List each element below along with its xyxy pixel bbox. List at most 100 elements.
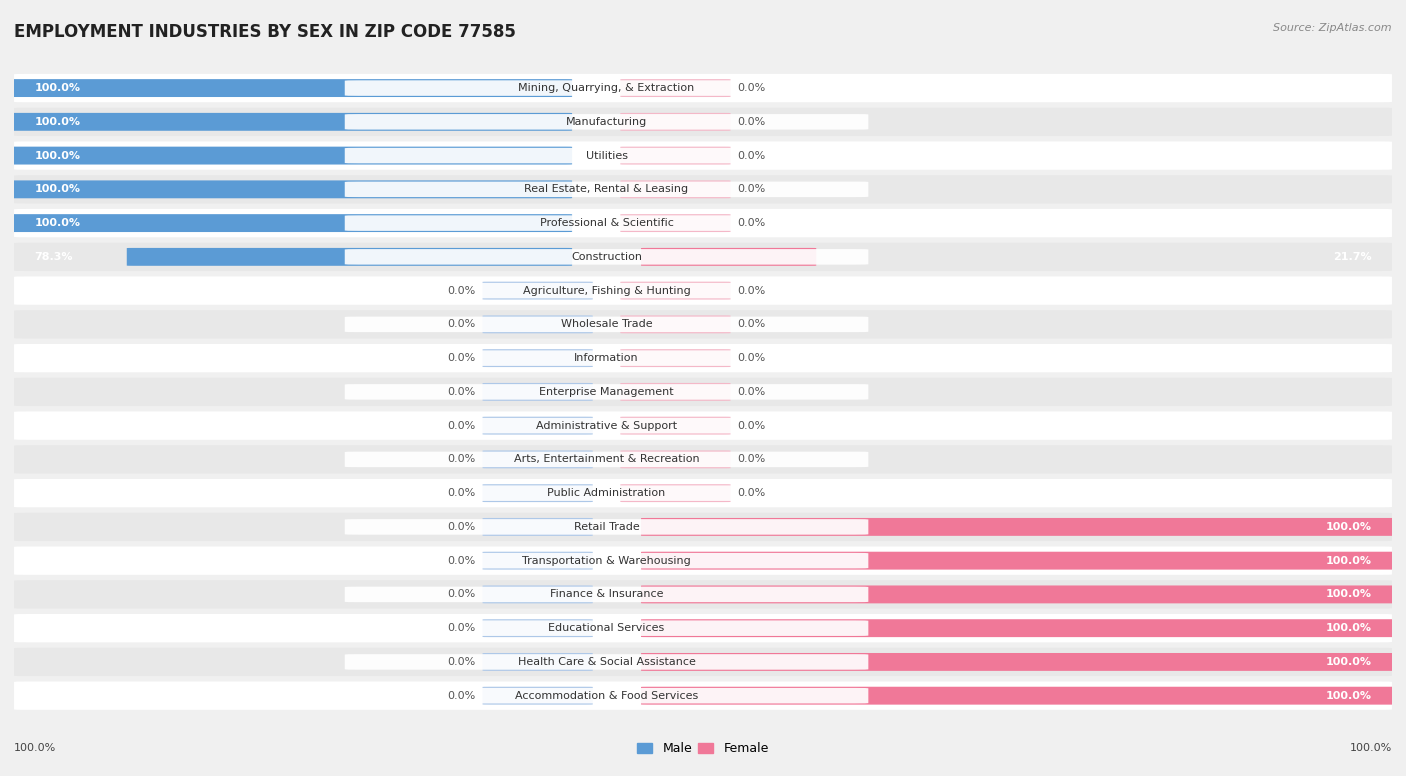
Text: Administrative & Support: Administrative & Support bbox=[536, 421, 678, 431]
Text: 0.0%: 0.0% bbox=[738, 353, 766, 363]
Text: Utilities: Utilities bbox=[585, 151, 627, 161]
FancyBboxPatch shape bbox=[482, 552, 593, 570]
Text: 0.0%: 0.0% bbox=[738, 185, 766, 194]
FancyBboxPatch shape bbox=[14, 310, 1392, 338]
FancyBboxPatch shape bbox=[620, 349, 731, 367]
FancyBboxPatch shape bbox=[482, 450, 593, 469]
FancyBboxPatch shape bbox=[641, 653, 1399, 671]
FancyBboxPatch shape bbox=[14, 344, 1392, 372]
FancyBboxPatch shape bbox=[620, 450, 731, 469]
FancyBboxPatch shape bbox=[7, 180, 572, 199]
FancyBboxPatch shape bbox=[620, 383, 731, 401]
Text: 0.0%: 0.0% bbox=[738, 218, 766, 228]
Text: 0.0%: 0.0% bbox=[447, 556, 475, 566]
Text: 100.0%: 100.0% bbox=[35, 185, 80, 194]
Text: 0.0%: 0.0% bbox=[447, 522, 475, 532]
FancyBboxPatch shape bbox=[620, 484, 731, 502]
FancyBboxPatch shape bbox=[482, 653, 593, 671]
Text: Information: Information bbox=[574, 353, 638, 363]
Text: 100.0%: 100.0% bbox=[1326, 522, 1371, 532]
Text: 78.3%: 78.3% bbox=[35, 252, 73, 262]
FancyBboxPatch shape bbox=[127, 248, 572, 266]
FancyBboxPatch shape bbox=[344, 350, 869, 366]
Text: 0.0%: 0.0% bbox=[447, 387, 475, 397]
Text: Wholesale Trade: Wholesale Trade bbox=[561, 320, 652, 329]
FancyBboxPatch shape bbox=[482, 619, 593, 637]
Text: Real Estate, Rental & Leasing: Real Estate, Rental & Leasing bbox=[524, 185, 689, 194]
FancyBboxPatch shape bbox=[641, 552, 1399, 570]
Text: 100.0%: 100.0% bbox=[35, 117, 80, 126]
FancyBboxPatch shape bbox=[14, 209, 1392, 237]
Text: Enterprise Management: Enterprise Management bbox=[540, 387, 673, 397]
Text: 100.0%: 100.0% bbox=[1326, 657, 1371, 667]
FancyBboxPatch shape bbox=[14, 580, 1392, 608]
Text: 100.0%: 100.0% bbox=[35, 218, 80, 228]
Text: Agriculture, Fishing & Hunting: Agriculture, Fishing & Hunting bbox=[523, 286, 690, 296]
Text: 100.0%: 100.0% bbox=[35, 151, 80, 161]
Text: 0.0%: 0.0% bbox=[447, 421, 475, 431]
Text: Manufacturing: Manufacturing bbox=[567, 117, 647, 126]
FancyBboxPatch shape bbox=[344, 282, 869, 299]
FancyBboxPatch shape bbox=[344, 147, 869, 164]
FancyBboxPatch shape bbox=[620, 147, 731, 165]
FancyBboxPatch shape bbox=[14, 276, 1392, 305]
Text: 0.0%: 0.0% bbox=[738, 455, 766, 464]
FancyBboxPatch shape bbox=[344, 317, 869, 332]
Text: 100.0%: 100.0% bbox=[35, 83, 80, 93]
FancyBboxPatch shape bbox=[482, 282, 593, 300]
FancyBboxPatch shape bbox=[14, 513, 1392, 541]
Text: 21.7%: 21.7% bbox=[1333, 252, 1371, 262]
FancyBboxPatch shape bbox=[482, 484, 593, 502]
FancyBboxPatch shape bbox=[344, 384, 869, 400]
Text: Professional & Scientific: Professional & Scientific bbox=[540, 218, 673, 228]
Text: Health Care & Social Assistance: Health Care & Social Assistance bbox=[517, 657, 696, 667]
Text: 0.0%: 0.0% bbox=[447, 590, 475, 599]
Text: 0.0%: 0.0% bbox=[447, 657, 475, 667]
Text: 0.0%: 0.0% bbox=[738, 151, 766, 161]
FancyBboxPatch shape bbox=[14, 74, 1392, 102]
FancyBboxPatch shape bbox=[344, 654, 869, 670]
Text: 0.0%: 0.0% bbox=[738, 488, 766, 498]
FancyBboxPatch shape bbox=[641, 687, 1399, 705]
Text: Retail Trade: Retail Trade bbox=[574, 522, 640, 532]
FancyBboxPatch shape bbox=[482, 417, 593, 435]
Text: 0.0%: 0.0% bbox=[738, 320, 766, 329]
Text: EMPLOYMENT INDUSTRIES BY SEX IN ZIP CODE 77585: EMPLOYMENT INDUSTRIES BY SEX IN ZIP CODE… bbox=[14, 23, 516, 41]
FancyBboxPatch shape bbox=[14, 141, 1392, 170]
Text: 100.0%: 100.0% bbox=[1326, 691, 1371, 701]
Legend: Male, Female: Male, Female bbox=[633, 737, 773, 760]
FancyBboxPatch shape bbox=[641, 585, 1399, 604]
Text: 0.0%: 0.0% bbox=[447, 455, 475, 464]
FancyBboxPatch shape bbox=[7, 214, 572, 232]
FancyBboxPatch shape bbox=[344, 452, 869, 467]
FancyBboxPatch shape bbox=[344, 182, 869, 197]
FancyBboxPatch shape bbox=[14, 378, 1392, 406]
Text: 0.0%: 0.0% bbox=[447, 691, 475, 701]
FancyBboxPatch shape bbox=[641, 619, 1399, 637]
FancyBboxPatch shape bbox=[14, 648, 1392, 676]
FancyBboxPatch shape bbox=[482, 315, 593, 334]
Text: Arts, Entertainment & Recreation: Arts, Entertainment & Recreation bbox=[513, 455, 699, 464]
FancyBboxPatch shape bbox=[344, 80, 869, 96]
Text: 0.0%: 0.0% bbox=[738, 117, 766, 126]
FancyBboxPatch shape bbox=[620, 180, 731, 199]
FancyBboxPatch shape bbox=[344, 519, 869, 535]
FancyBboxPatch shape bbox=[344, 417, 869, 434]
FancyBboxPatch shape bbox=[344, 114, 869, 130]
FancyBboxPatch shape bbox=[14, 546, 1392, 575]
Text: 100.0%: 100.0% bbox=[14, 743, 56, 753]
FancyBboxPatch shape bbox=[7, 79, 572, 97]
FancyBboxPatch shape bbox=[344, 688, 869, 704]
FancyBboxPatch shape bbox=[14, 445, 1392, 473]
FancyBboxPatch shape bbox=[7, 147, 572, 165]
FancyBboxPatch shape bbox=[641, 248, 817, 266]
FancyBboxPatch shape bbox=[482, 518, 593, 536]
Text: 0.0%: 0.0% bbox=[447, 286, 475, 296]
FancyBboxPatch shape bbox=[344, 587, 869, 602]
FancyBboxPatch shape bbox=[14, 243, 1392, 271]
FancyBboxPatch shape bbox=[14, 614, 1392, 643]
FancyBboxPatch shape bbox=[620, 113, 731, 131]
Text: Source: ZipAtlas.com: Source: ZipAtlas.com bbox=[1274, 23, 1392, 33]
Text: 0.0%: 0.0% bbox=[738, 421, 766, 431]
FancyBboxPatch shape bbox=[620, 79, 731, 97]
